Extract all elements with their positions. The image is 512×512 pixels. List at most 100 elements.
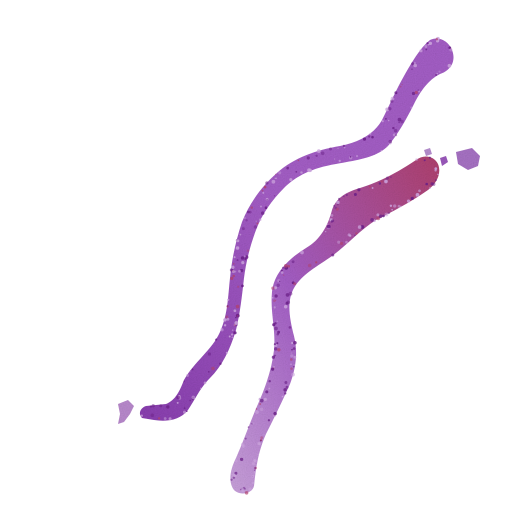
nucleus-speck — [345, 193, 348, 197]
nucleus-speck — [203, 381, 207, 385]
nucleus-speck — [406, 199, 411, 203]
nucleus-speck — [325, 230, 327, 233]
nucleus-speck — [357, 188, 361, 192]
nucleus-speck — [236, 259, 239, 262]
nucleus-speck — [273, 343, 276, 346]
nucleus-speck — [435, 37, 439, 41]
nucleus-speck — [381, 120, 384, 123]
nucleus-speck — [276, 320, 278, 323]
nucleus-speck — [231, 470, 234, 473]
nucleus-speck — [241, 443, 244, 446]
nucleus-speck — [233, 474, 237, 478]
nucleus-speck — [327, 223, 329, 226]
nucleus-speck — [226, 317, 230, 321]
nucleus-speck — [230, 333, 234, 336]
nucleus-speck — [316, 149, 321, 153]
nucleus-speck — [360, 225, 365, 229]
nucleus-speck — [300, 171, 303, 174]
nucleus-speck — [274, 322, 277, 325]
nucleus-speck — [253, 469, 256, 471]
nucleus-speck — [243, 255, 246, 258]
nucleus-speck — [278, 171, 282, 175]
nucleus-speck — [428, 186, 432, 190]
nucleus-speck — [411, 62, 415, 66]
nucleus-speck — [159, 404, 163, 408]
nucleus-speck — [274, 294, 278, 298]
nucleus-speck — [282, 266, 284, 269]
nucleus-speck — [371, 135, 374, 139]
nucleus-speck — [247, 426, 250, 428]
nucleus-speck — [333, 204, 336, 207]
nucleus-speck — [233, 309, 237, 313]
nucleus-speck — [182, 410, 187, 414]
nucleus-speck — [391, 208, 393, 211]
nucleus-speck — [389, 204, 393, 208]
nucleus-speck — [230, 276, 234, 280]
nucleus-speck — [368, 135, 371, 138]
nucleus-speck — [337, 147, 339, 150]
nucleus-speck — [259, 403, 262, 405]
nucleus-speck — [258, 442, 261, 446]
nucleus-speck — [276, 283, 280, 288]
nucleus-speck — [400, 205, 402, 208]
nucleus-speck — [183, 407, 186, 409]
nucleus-speck — [393, 204, 397, 208]
nucleus-speck — [387, 119, 390, 122]
nucleus-speck — [293, 364, 296, 366]
nucleus-speck — [259, 407, 264, 412]
nucleus-speck — [337, 203, 339, 206]
nucleus-speck — [283, 274, 285, 276]
nucleus-speck — [235, 316, 237, 319]
nucleus-speck — [232, 476, 236, 479]
nucleus-speck — [349, 234, 352, 237]
nucleus-speck — [186, 410, 188, 413]
nucleus-speck — [297, 159, 300, 162]
nucleus-speck — [232, 270, 235, 274]
nucleus-speck — [220, 328, 223, 331]
nucleus-speck — [293, 355, 297, 359]
nucleus-speck — [267, 419, 271, 422]
nucleus-speck — [306, 156, 310, 160]
nucleus-speck — [273, 286, 278, 290]
nucleus-speck — [284, 381, 288, 384]
nucleus-speck — [223, 324, 227, 327]
nucleus-speck — [290, 352, 293, 354]
nucleus-speck — [233, 331, 237, 335]
nucleus-speck — [418, 158, 422, 163]
nucleus-speck — [337, 240, 341, 244]
nucleus-speck — [150, 413, 155, 418]
nucleus-speck — [430, 182, 434, 186]
nucleus-speck — [330, 213, 334, 217]
nucleus-speck — [384, 117, 387, 120]
nucleus-speck — [410, 106, 413, 109]
nucleus-speck — [435, 74, 438, 76]
nucleus-speck — [256, 222, 259, 225]
top-right-fragment — [456, 148, 480, 170]
nucleus-speck — [392, 133, 396, 137]
nucleus-speck — [284, 264, 288, 268]
nucleus-speck — [388, 107, 392, 111]
nucleus-speck — [349, 156, 352, 158]
nucleus-speck — [265, 181, 269, 185]
nucleus-speck — [277, 330, 281, 334]
nucleus-speck — [295, 170, 298, 173]
nucleus-speck — [386, 176, 389, 180]
nucleus-speck — [271, 286, 275, 290]
nucleus-speck — [386, 145, 388, 147]
nucleus-speck — [388, 139, 392, 144]
nucleus-speck — [345, 240, 348, 244]
nucleus-speck — [331, 219, 335, 223]
nucleus-speck — [260, 211, 265, 215]
nucleus-speck — [251, 475, 254, 478]
nucleus-speck — [255, 220, 257, 222]
nucleus-speck — [428, 41, 433, 46]
nucleus-speck — [380, 180, 383, 183]
nucleus-speck — [419, 49, 423, 53]
nucleus-speck — [236, 315, 239, 317]
nucleus-speck — [246, 210, 250, 214]
nucleus-speck — [219, 362, 222, 365]
nucleus-speck — [447, 63, 452, 68]
nucleus-speck — [435, 179, 437, 181]
nucleus-speck — [211, 366, 215, 371]
